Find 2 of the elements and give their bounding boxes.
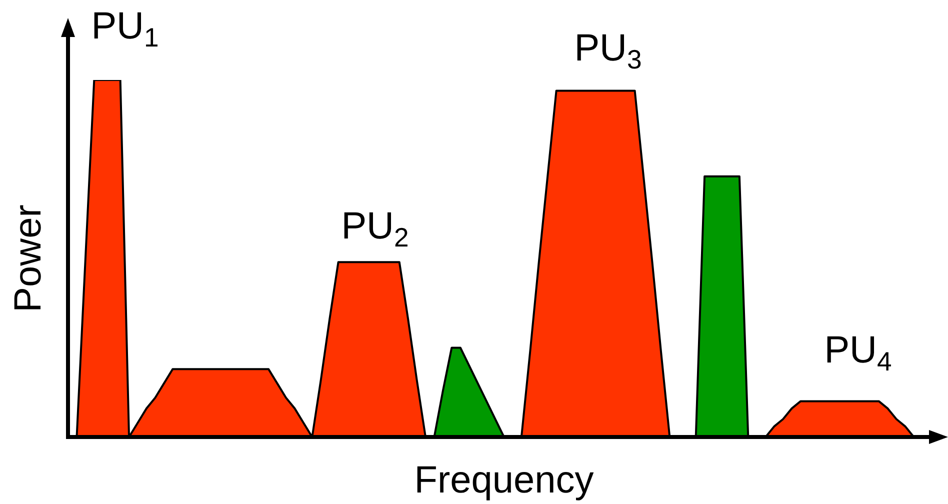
- x-axis-title: Frequency: [414, 459, 594, 502]
- y-axis-title: Power: [7, 204, 50, 312]
